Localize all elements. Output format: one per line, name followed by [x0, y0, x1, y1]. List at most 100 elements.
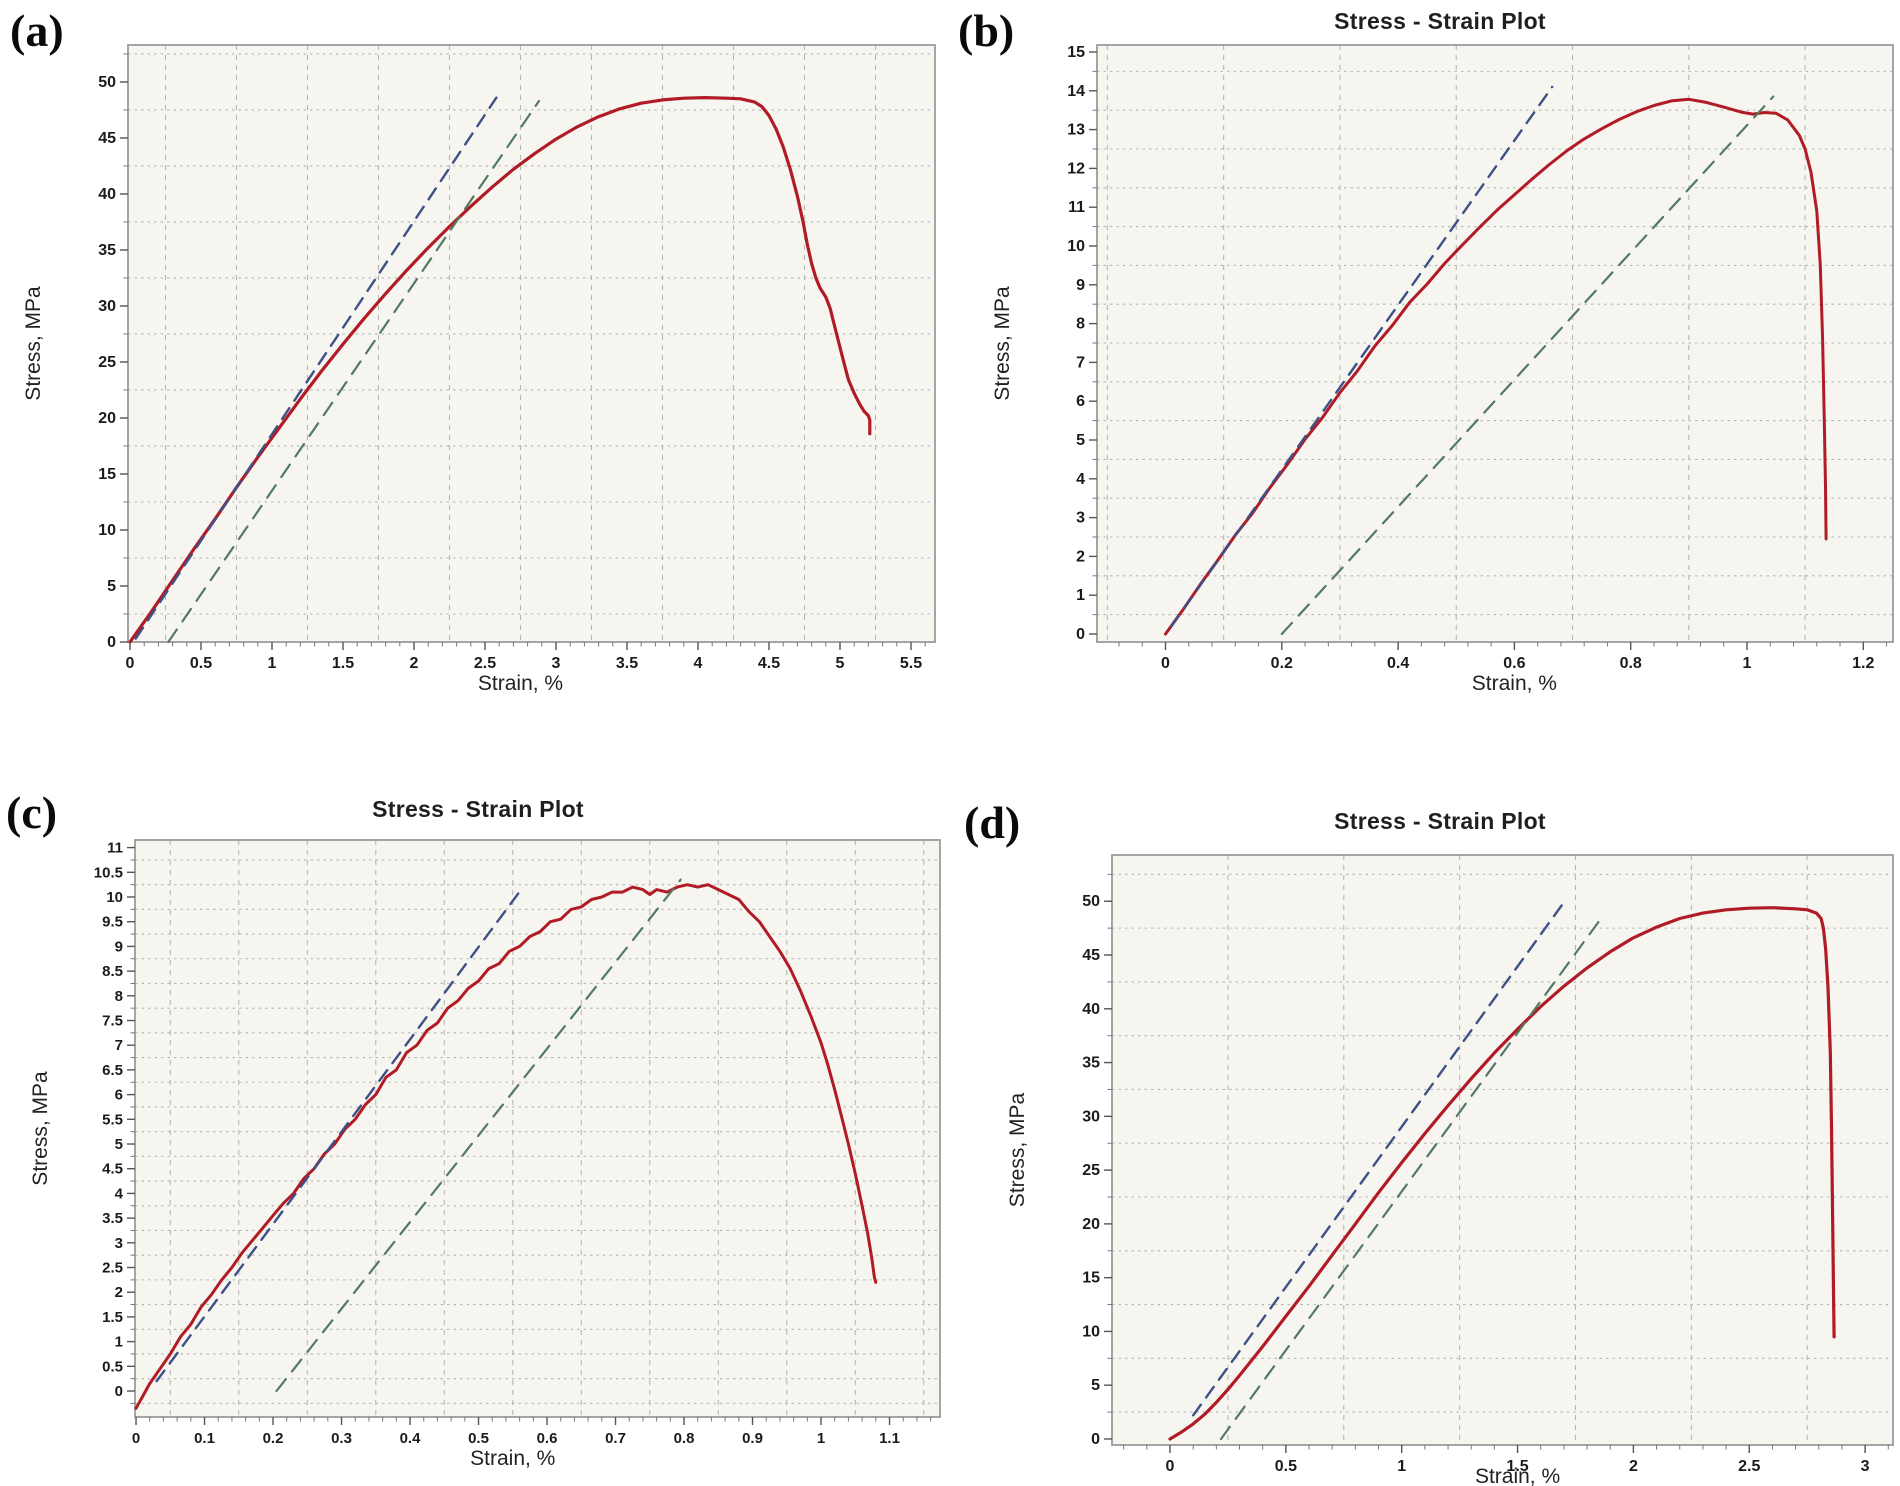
svg-text:0.5: 0.5 [102, 1358, 123, 1375]
svg-text:3.5: 3.5 [616, 655, 638, 672]
svg-text:13: 13 [1067, 122, 1085, 139]
svg-text:Stress, MPa: Stress, MPa [22, 286, 45, 401]
svg-text:0: 0 [126, 655, 135, 672]
svg-text:0.3: 0.3 [331, 1430, 352, 1447]
svg-text:2.5: 2.5 [474, 655, 496, 672]
svg-text:0.2: 0.2 [1271, 655, 1293, 672]
svg-text:14: 14 [1067, 83, 1085, 100]
svg-text:10: 10 [1082, 1323, 1100, 1340]
svg-text:3.5: 3.5 [102, 1210, 123, 1227]
plot-area-c: 0 0.1 0.2 0.3 0.4 0.5 0.6 0.7 0.8 0.9 1 1.1 0 0.5 1 1.5… [29, 839, 941, 1470]
svg-text:0.8: 0.8 [1620, 655, 1642, 672]
svg-text:11: 11 [107, 840, 123, 857]
svg-text:Stress, MPa: Stress, MPa [29, 1071, 52, 1186]
svg-text:2: 2 [1076, 548, 1085, 565]
svg-text:0.6: 0.6 [1503, 655, 1525, 672]
svg-text:15: 15 [1067, 44, 1085, 61]
svg-text:0.9: 0.9 [742, 1430, 763, 1447]
svg-text:12: 12 [1067, 160, 1085, 177]
svg-text:1: 1 [817, 1430, 825, 1447]
svg-text:9: 9 [1076, 277, 1085, 294]
plot-title-c: Stress - Strain Plot [372, 796, 584, 822]
svg-text:8.5: 8.5 [102, 963, 123, 980]
svg-text:2: 2 [410, 655, 419, 672]
svg-text:0.5: 0.5 [1275, 1458, 1297, 1475]
svg-text:Strain, %: Strain, % [1472, 672, 1557, 695]
svg-text:3: 3 [552, 655, 561, 672]
svg-text:0: 0 [107, 634, 116, 651]
svg-text:4: 4 [1076, 471, 1085, 488]
svg-text:10: 10 [106, 889, 123, 906]
svg-text:15: 15 [1082, 1270, 1100, 1287]
panel-letter-d: (d) [964, 797, 1021, 848]
svg-text:35: 35 [98, 242, 116, 259]
panel-letter-a: (a) [10, 5, 64, 56]
svg-text:2.5: 2.5 [1738, 1458, 1760, 1475]
svg-text:4: 4 [115, 1185, 124, 1202]
svg-text:0: 0 [1166, 1458, 1175, 1475]
svg-text:1.1: 1.1 [879, 1430, 900, 1447]
svg-text:1: 1 [1397, 1458, 1406, 1475]
svg-text:5: 5 [115, 1136, 123, 1153]
panel-letter-c: (c) [6, 787, 58, 838]
svg-text:40: 40 [98, 186, 116, 203]
svg-text:5.5: 5.5 [900, 655, 922, 672]
svg-text:0: 0 [115, 1383, 123, 1400]
svg-text:5: 5 [1091, 1377, 1100, 1394]
svg-text:0.4: 0.4 [1387, 655, 1409, 672]
svg-text:40: 40 [1082, 1001, 1100, 1018]
svg-text:1.5: 1.5 [1506, 1458, 1528, 1475]
svg-text:6: 6 [115, 1087, 123, 1104]
svg-text:Strain, %: Strain, % [478, 672, 563, 695]
svg-text:5: 5 [1076, 432, 1085, 449]
svg-text:0.8: 0.8 [674, 1430, 695, 1447]
svg-text:1.2: 1.2 [1852, 655, 1874, 672]
svg-text:5: 5 [836, 655, 845, 672]
svg-text:1: 1 [1076, 587, 1085, 604]
svg-text:9.5: 9.5 [102, 914, 123, 931]
svg-text:Strain, %: Strain, % [1475, 1465, 1560, 1486]
plot-area-d: 0 0.5 1 1.5 2 2.5 305101520253035404550Strain,… [1006, 854, 1894, 1486]
svg-text:35: 35 [1082, 1055, 1100, 1072]
svg-text:7: 7 [1076, 354, 1085, 371]
svg-text:0.7: 0.7 [605, 1430, 626, 1447]
svg-text:30: 30 [1082, 1108, 1100, 1125]
svg-text:0: 0 [1161, 655, 1170, 672]
svg-text:11: 11 [1068, 199, 1085, 216]
svg-text:20: 20 [98, 410, 116, 427]
svg-text:1.5: 1.5 [102, 1309, 123, 1326]
svg-text:10: 10 [98, 522, 116, 539]
svg-text:0: 0 [132, 1430, 140, 1447]
plot-area-a: 0 0.5 1 1.5 2 2.5 3 3.5 4 4.5 5 5.5 0 5 10 15 20 25 30 35 40… [22, 44, 936, 695]
plot-area-b: 0 0.2 0.4 0.6 0.8 1 1.20123456789101112131415S… [991, 44, 1894, 695]
svg-text:3: 3 [115, 1235, 123, 1252]
svg-text:1: 1 [1743, 655, 1752, 672]
svg-text:0.1: 0.1 [194, 1430, 215, 1447]
svg-text:10.5: 10.5 [94, 864, 123, 881]
svg-text:0: 0 [1076, 626, 1085, 643]
svg-text:1: 1 [115, 1334, 123, 1351]
svg-text:7.5: 7.5 [102, 1013, 123, 1030]
svg-text:7: 7 [115, 1037, 123, 1054]
plot-title-d: Stress - Strain Plot [1334, 808, 1546, 834]
svg-text:Stress, MPa: Stress, MPa [1006, 1093, 1029, 1208]
svg-text:6: 6 [1076, 393, 1085, 410]
svg-text:0.2: 0.2 [263, 1430, 284, 1447]
svg-text:20: 20 [1082, 1216, 1100, 1233]
svg-text:4.5: 4.5 [102, 1161, 123, 1178]
svg-text:9: 9 [115, 938, 123, 955]
svg-text:4.5: 4.5 [758, 655, 780, 672]
svg-text:0.5: 0.5 [468, 1430, 489, 1447]
svg-text:45: 45 [98, 130, 116, 147]
svg-text:8: 8 [1076, 316, 1085, 333]
svg-text:50: 50 [98, 74, 116, 91]
svg-text:45: 45 [1082, 947, 1100, 964]
svg-text:15: 15 [98, 466, 116, 483]
svg-text:Stress, MPa: Stress, MPa [991, 286, 1014, 401]
svg-text:8: 8 [115, 988, 123, 1005]
svg-text:50: 50 [1082, 893, 1100, 910]
svg-text:3: 3 [1076, 510, 1085, 527]
svg-text:30: 30 [98, 298, 116, 315]
